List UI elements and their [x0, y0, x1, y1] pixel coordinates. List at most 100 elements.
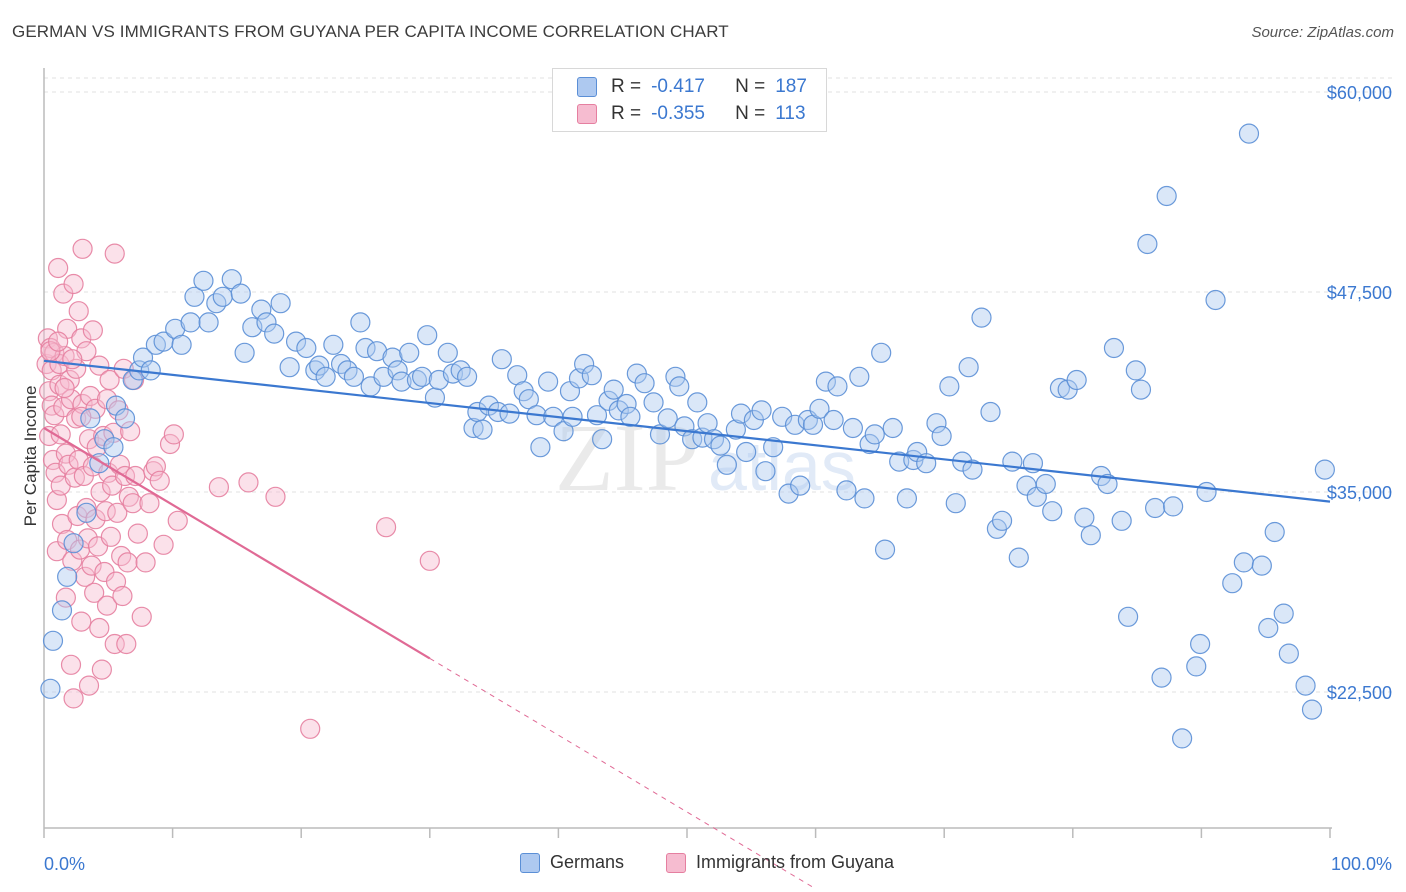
data-point-germans — [991, 510, 1013, 531]
data-point-germans — [399, 342, 420, 363]
data-point-guyana — [48, 257, 69, 279]
data-point-guyana — [48, 331, 69, 352]
data-point-guyana — [63, 273, 84, 295]
data-point-germans — [1258, 617, 1279, 639]
tick-labels: $22,500 $35,000 $47,500 $60,000 0.0% 100.0% — [44, 83, 1392, 874]
data-point-germans — [882, 417, 903, 439]
data-point-germans — [1233, 552, 1254, 573]
data-point-germans — [391, 371, 412, 392]
data-point-germans — [1066, 369, 1087, 391]
data-point-germans — [323, 334, 344, 355]
data-point-germans — [896, 488, 918, 509]
data-point-germans — [669, 376, 690, 397]
y-tick-label: $35,000 — [1327, 483, 1392, 503]
legend-r-label: R = — [611, 103, 642, 124]
data-point-guyana — [84, 582, 105, 603]
data-point-germans — [945, 493, 966, 514]
data-point-germans — [1251, 555, 1272, 576]
data-point-germans — [285, 331, 307, 352]
data-point-germans — [842, 417, 863, 439]
legend-r-label: R = — [611, 76, 642, 97]
data-point-germans — [657, 408, 678, 429]
series-guyana — [36, 238, 440, 739]
data-point-guyana — [50, 424, 71, 445]
data-point-guyana — [72, 238, 93, 259]
data-point-germans — [784, 414, 806, 435]
data-point-germans — [140, 360, 161, 381]
data-point-germans — [1264, 521, 1285, 543]
data-point-germans — [710, 435, 731, 456]
data-point-germans — [355, 337, 376, 359]
data-point-germans — [939, 376, 960, 397]
data-point-guyana — [78, 675, 100, 696]
data-point-germans — [1314, 459, 1335, 480]
data-point-guyana — [116, 633, 137, 655]
data-point-guyana — [375, 517, 397, 538]
data-point-guyana — [96, 595, 118, 616]
data-point-germans — [815, 371, 836, 392]
data-point-germans — [562, 406, 583, 427]
data-point-germans — [1295, 675, 1316, 696]
data-point-guyana — [135, 552, 156, 573]
data-point-germans — [962, 459, 983, 480]
legend-row-germans: R = -0.417 N = 187 — [577, 75, 807, 99]
axes — [43, 68, 1332, 838]
series-germans — [40, 123, 1335, 749]
data-point-germans — [874, 539, 896, 560]
data-point-germans — [279, 357, 300, 378]
watermark-atlas: atlas — [708, 427, 856, 505]
data-point-germans — [1222, 573, 1243, 594]
data-point-germans — [296, 337, 317, 359]
data-point-germans — [772, 406, 793, 427]
data-point-germans — [1035, 473, 1056, 495]
data-point-germans — [1042, 501, 1063, 522]
data-point-germans — [57, 566, 78, 587]
data-point-germans — [827, 376, 848, 397]
data-point-germans — [1205, 289, 1226, 311]
legend: R = -0.417 N = 187 R = -0.355 N = 113 — [552, 68, 827, 132]
data-point-germans — [180, 312, 201, 333]
legend-n-label: N = — [735, 103, 766, 124]
data-point-germans — [1278, 643, 1299, 664]
data-point-germans — [1172, 728, 1193, 749]
data-point-germans — [538, 371, 559, 392]
data-point-germans — [63, 533, 84, 554]
data-point-germans — [264, 323, 285, 344]
data-point-germans — [1186, 656, 1207, 677]
data-point-germans — [1163, 496, 1184, 517]
data-point-guyana — [112, 585, 133, 607]
data-point-guyana — [81, 555, 102, 576]
data-point-germans — [751, 400, 772, 421]
legend-n-label: N = — [735, 76, 766, 97]
data-point-guyana — [117, 552, 138, 573]
trend-line-germans — [43, 359, 1331, 503]
legend-row-guyana: R = -0.355 N = 113 — [577, 102, 806, 126]
data-point-guyana — [163, 424, 184, 445]
data-point-germans — [114, 408, 136, 429]
data-point-germans — [234, 342, 255, 363]
legend-swatch-germans — [577, 77, 597, 97]
data-point-germans — [871, 342, 892, 363]
data-point-guyana — [104, 243, 125, 264]
data-point-guyana — [54, 377, 75, 399]
data-point-guyana — [86, 437, 107, 458]
data-point-guyana — [60, 654, 82, 675]
data-point-guyana — [90, 481, 111, 503]
data-point-guyana — [120, 421, 141, 442]
data-point-germans — [411, 366, 433, 387]
data-point-guyana — [55, 587, 76, 608]
data-point-guyana — [71, 611, 92, 632]
data-point-germans — [387, 360, 408, 381]
data-point-germans — [790, 475, 811, 496]
data-point-germans — [42, 630, 64, 651]
data-point-germans — [1137, 233, 1158, 255]
data-point-germans — [603, 379, 624, 400]
data-point-germans — [1074, 507, 1095, 528]
data-point-germans — [687, 392, 708, 413]
data-point-germans — [382, 347, 403, 368]
data-point-germans — [132, 347, 154, 368]
data-point-germans — [836, 480, 857, 501]
data-point-germans — [315, 366, 336, 387]
data-point-germans — [212, 286, 233, 307]
y-tick-label: $47,500 — [1327, 283, 1392, 303]
